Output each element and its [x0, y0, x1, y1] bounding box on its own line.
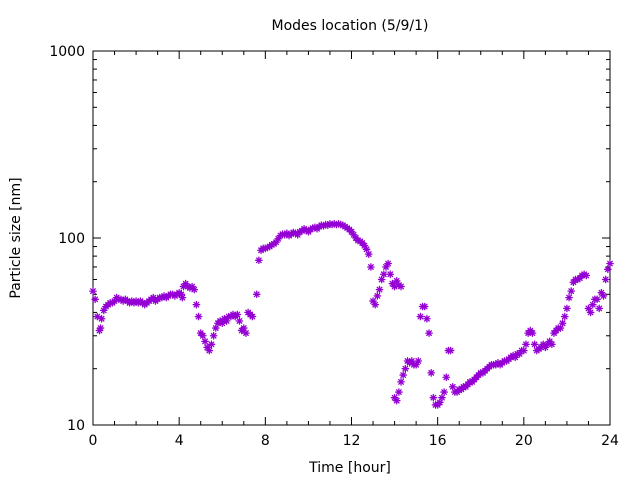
data-point	[89, 287, 97, 295]
data-point	[386, 270, 395, 279]
data-point	[588, 300, 597, 309]
data-point	[199, 331, 207, 340]
data-point	[373, 292, 382, 300]
data-point	[565, 293, 573, 302]
data-point	[593, 295, 601, 304]
data-point	[416, 312, 425, 321]
data-point	[192, 300, 201, 309]
data-point	[248, 312, 257, 321]
data-point	[379, 270, 388, 279]
data-point	[560, 312, 569, 321]
data-point	[209, 331, 218, 340]
data-point	[595, 304, 604, 313]
data-point	[558, 319, 567, 328]
data-point	[239, 324, 248, 332]
data-point	[425, 329, 433, 337]
x-tick-label: 8	[261, 433, 270, 449]
data-point	[207, 340, 216, 349]
data-point	[423, 314, 431, 323]
data-point	[438, 393, 446, 402]
chart-title: Modes location (5/9/1)	[272, 18, 429, 34]
data-point	[522, 340, 530, 349]
data-point	[384, 259, 392, 268]
data-point	[429, 393, 438, 402]
data-point	[392, 396, 401, 405]
data-point	[547, 340, 556, 349]
data-point	[603, 265, 612, 274]
data-point	[364, 250, 373, 258]
y-axis-label: Particle size [nm]	[8, 177, 24, 298]
y-tick-label: 1000	[49, 44, 85, 60]
data-point	[194, 312, 203, 321]
data-point	[606, 259, 614, 268]
data-point	[530, 340, 539, 349]
y-tick-label: 100	[58, 231, 85, 247]
axis-tick-labels: 0 4 8 12 16 20 24 10 100 1000	[49, 44, 619, 449]
x-tick-label: 24	[601, 433, 619, 449]
data-point	[371, 300, 380, 309]
data-point	[401, 364, 410, 373]
data-point	[178, 293, 187, 302]
x-tick-label: 4	[175, 433, 184, 449]
data-point	[599, 292, 608, 300]
data-point	[582, 271, 591, 280]
data-point	[528, 329, 537, 337]
data-point	[440, 388, 448, 396]
data-point	[205, 346, 214, 355]
data-point	[567, 287, 576, 295]
data-point	[601, 275, 610, 284]
x-tick-label: 12	[343, 433, 361, 449]
axis-ticks	[92, 50, 611, 426]
data-point	[427, 369, 436, 377]
data-point	[252, 290, 261, 299]
data-point	[446, 346, 455, 355]
data-point	[395, 388, 403, 396]
data-point	[235, 317, 244, 325]
data-point	[586, 308, 595, 317]
data-point	[97, 314, 106, 323]
data-point	[377, 275, 386, 284]
x-axis-label: Time [hour]	[308, 460, 391, 476]
data-point	[442, 373, 451, 382]
x-tick-label: 20	[515, 433, 533, 449]
data-point	[448, 382, 457, 391]
data-point	[414, 357, 423, 365]
data-point	[96, 324, 105, 332]
data-point	[519, 346, 528, 355]
data-point	[397, 378, 405, 386]
data-point	[563, 304, 571, 313]
data-point	[242, 329, 250, 337]
x-tick-label: 0	[89, 433, 98, 449]
data-markers	[89, 220, 614, 409]
data-point	[399, 371, 408, 379]
data-point	[367, 263, 375, 271]
data-point	[233, 310, 242, 319]
y-tick-label: 10	[67, 418, 85, 434]
data-point	[255, 256, 263, 265]
data-point	[91, 295, 100, 304]
data-point	[190, 285, 199, 294]
data-point	[397, 282, 405, 291]
x-tick-label: 16	[429, 433, 447, 449]
data-point	[201, 337, 209, 346]
data-point	[420, 302, 429, 311]
data-point	[375, 285, 384, 294]
